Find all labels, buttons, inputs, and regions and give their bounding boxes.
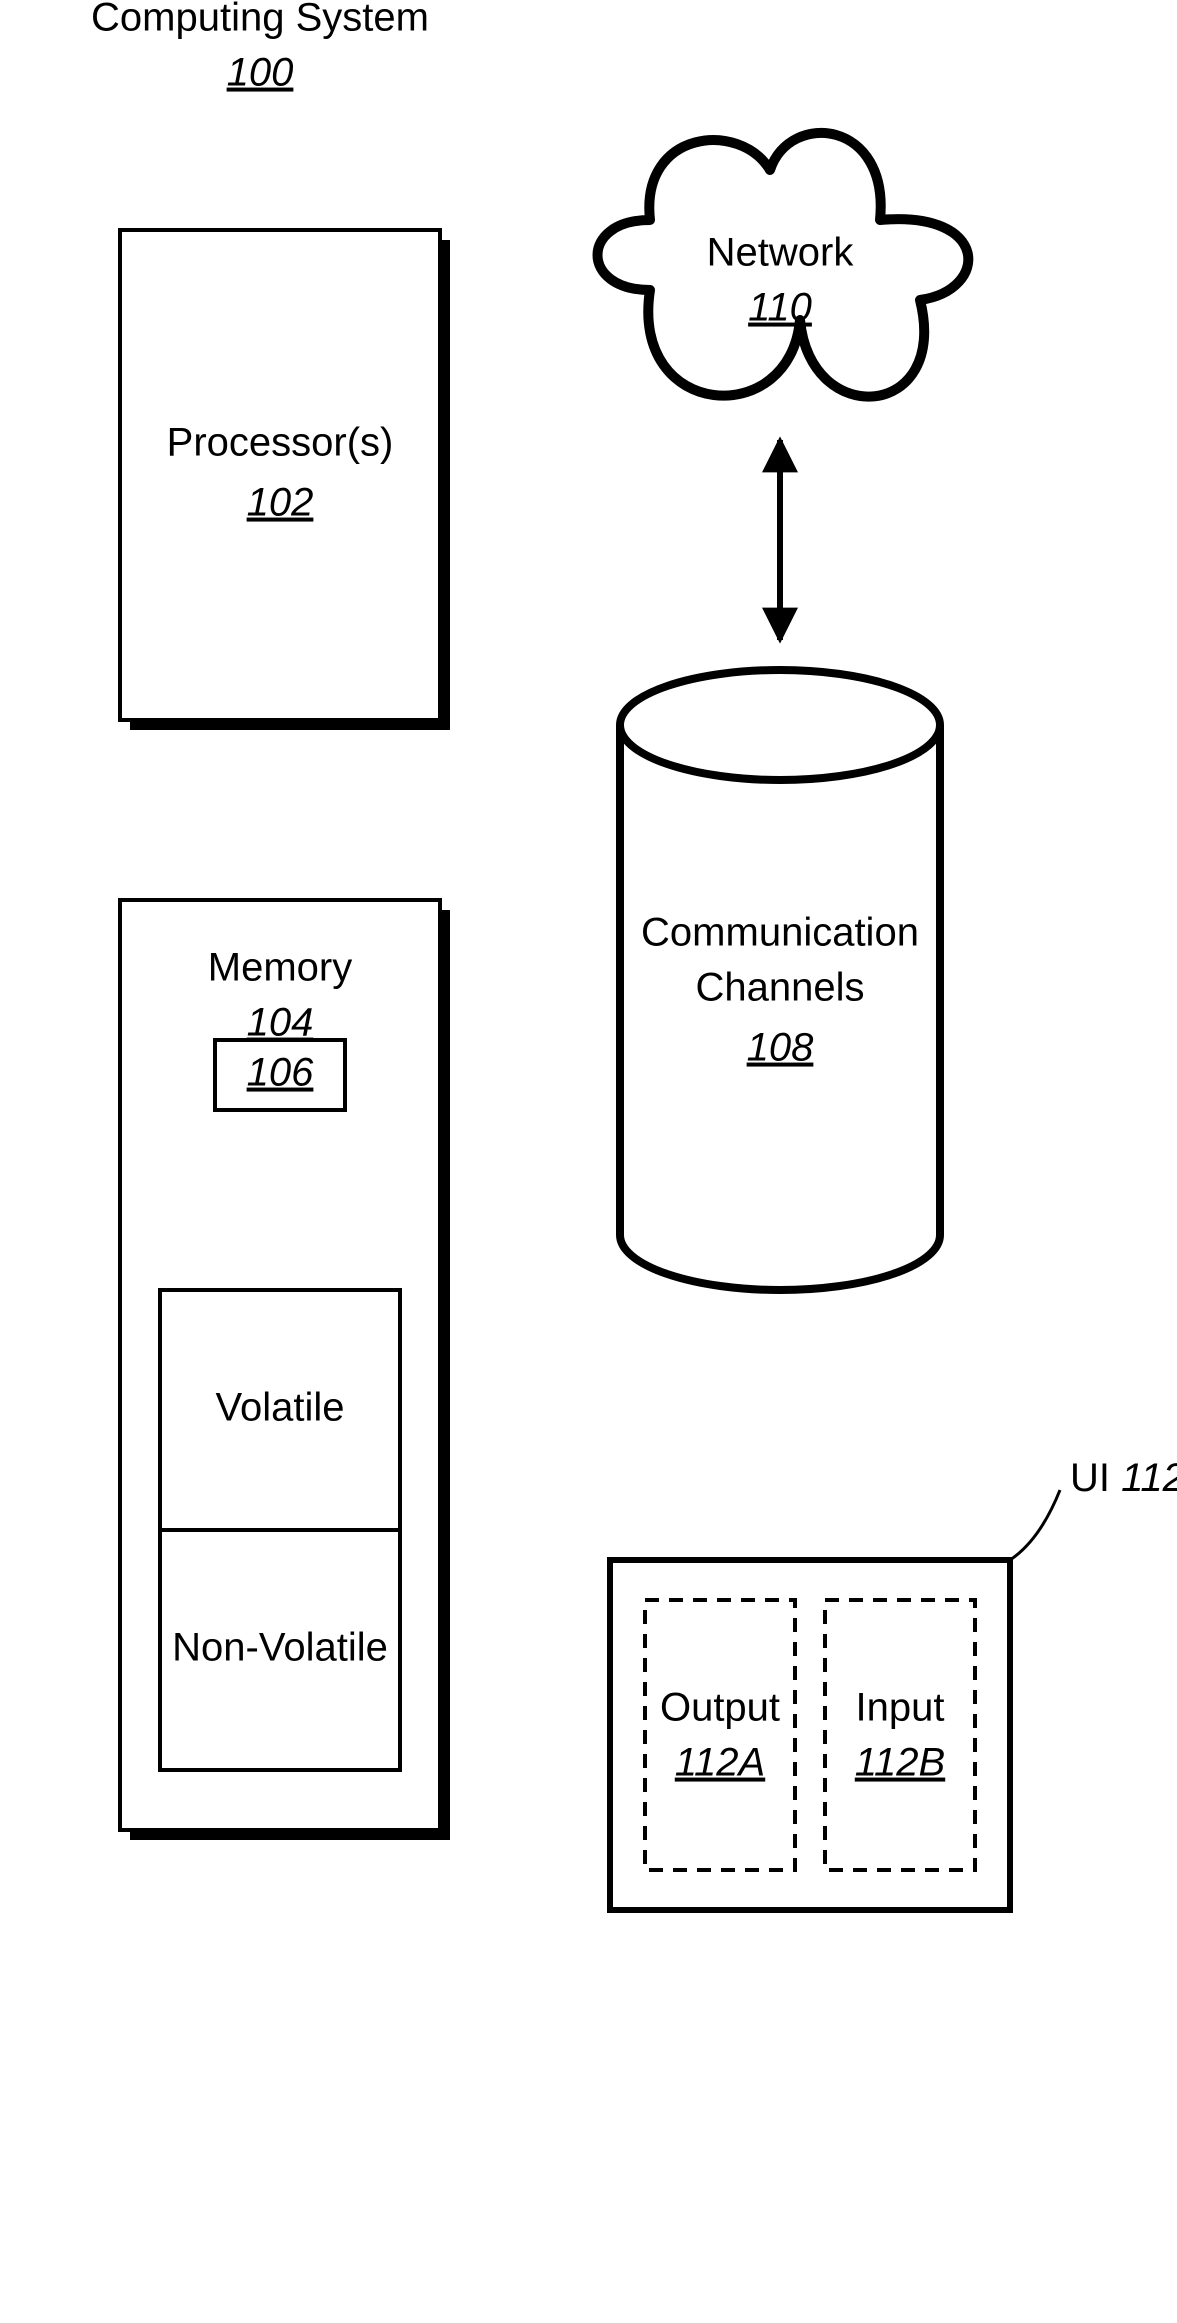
comm-label-1: Communication	[641, 911, 919, 955]
comm-ref: 108	[747, 1026, 814, 1070]
network-label: Network	[707, 231, 855, 275]
ui-leader-line	[1010, 1490, 1060, 1560]
ui-block: UI 112	[610, 1456, 1177, 1910]
header-title: Computing System	[91, 0, 429, 40]
input-ref: 112B	[855, 1741, 945, 1785]
input-label: Input	[856, 1686, 945, 1730]
output-label: Output	[660, 1686, 780, 1730]
processor-ref: 102	[247, 481, 314, 525]
network-ref: 110	[748, 286, 812, 330]
memory-label: Memory	[208, 946, 352, 990]
header-ref: 100	[227, 51, 294, 95]
ui-label: UI 112	[1070, 1456, 1177, 1500]
output-ref: 112A	[675, 1741, 765, 1785]
volatile-label: Volatile	[216, 1386, 345, 1430]
memory-ref: 104	[247, 1001, 314, 1045]
processor-label: Processor(s)	[167, 421, 394, 465]
non-volatile-label: Non-Volatile	[172, 1626, 388, 1670]
badge-106-ref: 106	[247, 1051, 314, 1095]
comm-label-2: Channels	[695, 966, 864, 1010]
